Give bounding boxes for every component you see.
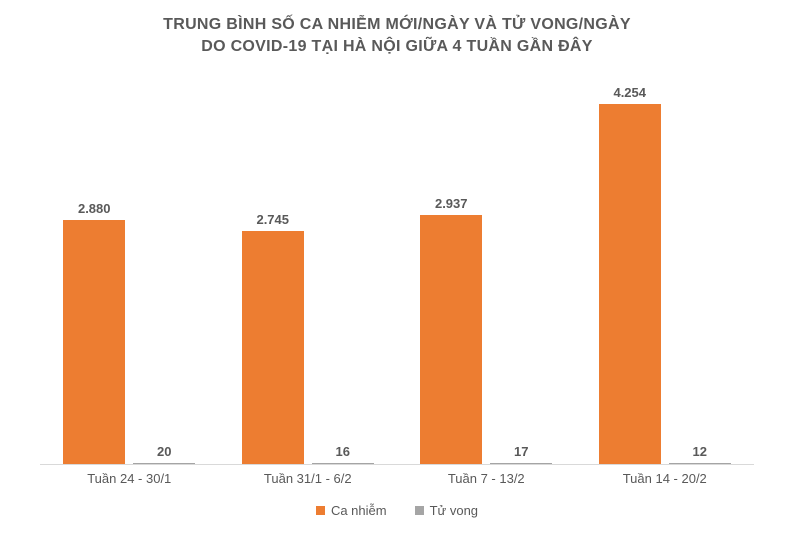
x-axis-label: Tuần 14 - 20/2 xyxy=(623,471,707,486)
bar-group: 2.880 20 xyxy=(63,201,195,464)
bar-wrap: 17 xyxy=(490,444,552,464)
x-axis-label: Tuần 24 - 30/1 xyxy=(87,471,171,486)
x-axis-labels: Tuần 24 - 30/1 Tuần 31/1 - 6/2 Tuần 7 - 13… xyxy=(40,471,754,495)
bar-wrap: 2.880 xyxy=(63,201,125,464)
chart-title: TRUNG BÌNH SỐ CA NHIỄM MỚI/NGÀY VÀ TỬ VO… xyxy=(163,14,631,57)
bar-value-label: 16 xyxy=(336,444,350,459)
bar-wrap: 16 xyxy=(312,444,374,464)
bar xyxy=(599,104,661,465)
bar xyxy=(312,463,374,464)
chart-title-line2: DO COVID-19 TẠI HÀ NỘI GIỮA 4 TUẦN GẦN Đ… xyxy=(163,36,631,58)
bar-value-label: 2.880 xyxy=(78,201,111,216)
bar xyxy=(669,463,731,464)
bar-group: 2.937 17 xyxy=(420,196,552,464)
bar-value-label: 2.937 xyxy=(435,196,468,211)
bar xyxy=(242,231,304,464)
x-axis-label: Tuần 7 - 13/2 xyxy=(448,471,525,486)
bar-wrap: 4.254 xyxy=(599,85,661,465)
bar-wrap: 2.745 xyxy=(242,212,304,464)
legend-item: Tử vong xyxy=(415,503,478,518)
bar-value-label: 2.745 xyxy=(256,212,289,227)
legend-swatch xyxy=(316,506,325,515)
bar-wrap: 20 xyxy=(133,444,195,465)
legend-swatch xyxy=(415,506,424,515)
bar-value-label: 17 xyxy=(514,444,528,459)
bar-value-label: 4.254 xyxy=(613,85,646,100)
bar-group: 2.745 16 xyxy=(242,212,374,464)
bar-wrap: 2.937 xyxy=(420,196,482,464)
bar-wrap: 12 xyxy=(669,444,731,464)
bar xyxy=(490,463,552,464)
bar-value-label: 20 xyxy=(157,444,171,459)
x-axis-label: Tuần 31/1 - 6/2 xyxy=(264,471,352,486)
chart-container: TRUNG BÌNH SỐ CA NHIỄM MỚI/NGÀY VÀ TỬ VO… xyxy=(0,0,794,538)
bar xyxy=(63,220,125,464)
legend-label: Ca nhiễm xyxy=(331,503,387,518)
bar-value-label: 12 xyxy=(693,444,707,459)
bar xyxy=(133,463,195,465)
legend-item: Ca nhiễm xyxy=(316,503,387,518)
legend-label: Tử vong xyxy=(430,503,478,518)
bar xyxy=(420,215,482,464)
bar-group: 4.254 12 xyxy=(599,85,731,465)
plot-area: 2.880 20 2.745 16 2.937 17 4.254 12 xyxy=(40,75,754,465)
chart-title-line1: TRUNG BÌNH SỐ CA NHIỄM MỚI/NGÀY VÀ TỬ VO… xyxy=(163,14,631,36)
legend: Ca nhiễm Tử vong xyxy=(316,503,478,518)
